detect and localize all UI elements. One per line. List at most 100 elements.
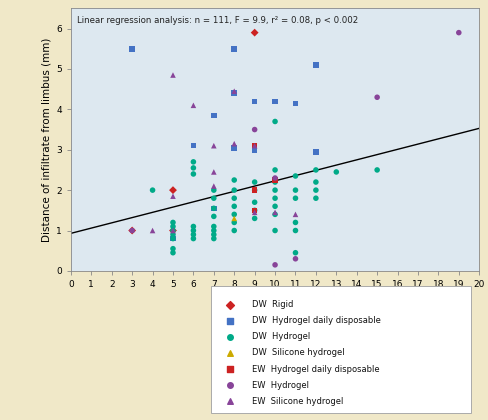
- Point: [169, 187, 177, 194]
- Point: [270, 98, 278, 105]
- Point: [169, 227, 177, 234]
- Point: [250, 178, 258, 185]
- Point: [270, 262, 278, 268]
- Point: [270, 203, 278, 210]
- Point: [128, 227, 136, 234]
- Point: [291, 195, 299, 202]
- Point: [270, 227, 278, 234]
- Point: [169, 72, 177, 79]
- Point: [225, 382, 233, 389]
- Point: [230, 215, 238, 222]
- Point: [250, 207, 258, 214]
- Point: [169, 235, 177, 242]
- Point: [372, 94, 380, 101]
- Point: [250, 207, 258, 214]
- Point: [209, 112, 217, 119]
- Point: [291, 100, 299, 107]
- Point: [230, 195, 238, 202]
- Text: DW  Hydrogel daily disposable: DW Hydrogel daily disposable: [251, 316, 380, 326]
- Point: [250, 199, 258, 206]
- Point: [209, 168, 217, 175]
- Text: DW  Silicone hydrogel: DW Silicone hydrogel: [251, 349, 344, 357]
- Point: [291, 249, 299, 256]
- Point: [454, 29, 462, 36]
- Text: Linear regression analysis: n = 111, F = 9.9, r² = 0.08, p < 0.002: Linear regression analysis: n = 111, F =…: [77, 16, 358, 25]
- Point: [250, 126, 258, 133]
- Point: [225, 333, 233, 340]
- Point: [209, 195, 217, 202]
- Point: [209, 227, 217, 234]
- Point: [189, 165, 197, 171]
- Point: [189, 158, 197, 165]
- Point: [189, 231, 197, 238]
- Point: [148, 187, 156, 194]
- Point: [230, 144, 238, 151]
- Point: [209, 235, 217, 242]
- Point: [250, 209, 258, 216]
- Point: [209, 205, 217, 212]
- Point: [225, 318, 233, 324]
- Point: [189, 171, 197, 177]
- Point: [209, 205, 217, 212]
- Point: [209, 213, 217, 220]
- Point: [209, 183, 217, 189]
- Point: [311, 167, 319, 173]
- Point: [230, 211, 238, 218]
- Point: [311, 187, 319, 194]
- Point: [311, 178, 319, 185]
- Point: [189, 223, 197, 230]
- Point: [250, 142, 258, 149]
- Point: [291, 211, 299, 218]
- Point: [250, 187, 258, 194]
- Point: [169, 227, 177, 234]
- Point: [169, 231, 177, 238]
- Point: [225, 398, 233, 404]
- Point: [250, 215, 258, 222]
- Point: [230, 177, 238, 184]
- Point: [270, 209, 278, 216]
- Point: [270, 175, 278, 181]
- Point: [291, 255, 299, 262]
- Point: [128, 45, 136, 52]
- Point: [230, 203, 238, 210]
- Point: [270, 177, 278, 184]
- Point: [169, 193, 177, 199]
- Point: [291, 219, 299, 226]
- Point: [189, 227, 197, 234]
- Text: DW  Hydrogel: DW Hydrogel: [251, 332, 309, 341]
- Point: [291, 187, 299, 194]
- Point: [189, 235, 197, 242]
- Point: [169, 249, 177, 256]
- Point: [250, 187, 258, 194]
- Text: EW  Hydrogel: EW Hydrogel: [251, 381, 308, 390]
- Point: [128, 227, 136, 234]
- Point: [230, 140, 238, 147]
- Point: [270, 167, 278, 173]
- Point: [209, 223, 217, 230]
- Point: [169, 219, 177, 226]
- Point: [169, 245, 177, 252]
- Point: [148, 227, 156, 234]
- Point: [270, 187, 278, 194]
- Point: [311, 62, 319, 68]
- Text: EW  Silicone hydrogel: EW Silicone hydrogel: [251, 396, 342, 406]
- Point: [189, 102, 197, 109]
- Point: [230, 219, 238, 226]
- Point: [270, 118, 278, 125]
- Point: [250, 98, 258, 105]
- Y-axis label: Distance of infiltrate from limbus (mm): Distance of infiltrate from limbus (mm): [42, 37, 52, 242]
- Point: [230, 90, 238, 97]
- Text: EW  Hydrogel daily disposable: EW Hydrogel daily disposable: [251, 365, 378, 373]
- FancyBboxPatch shape: [210, 286, 470, 413]
- Point: [250, 142, 258, 149]
- Point: [225, 302, 233, 308]
- Point: [209, 142, 217, 149]
- Point: [311, 195, 319, 202]
- Point: [230, 45, 238, 52]
- Point: [250, 147, 258, 153]
- Point: [169, 223, 177, 230]
- Point: [169, 227, 177, 234]
- Point: [230, 227, 238, 234]
- Point: [230, 187, 238, 194]
- Point: [230, 88, 238, 94]
